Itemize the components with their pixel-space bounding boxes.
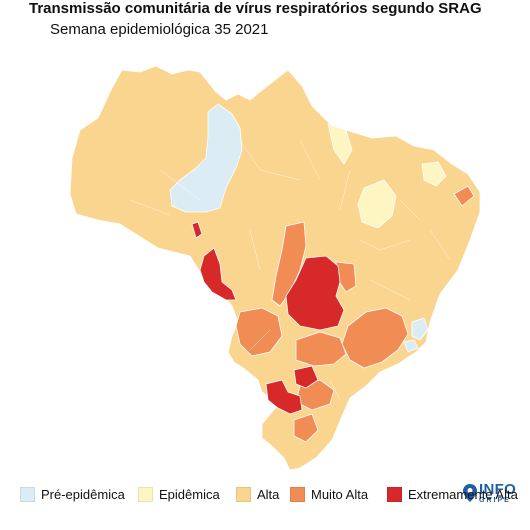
region-muito-alta-mt — [271, 221, 307, 307]
region-muito-alta-pe — [453, 185, 475, 207]
region-extremamente-alta-pr-west — [265, 379, 303, 415]
map-subtitle: Semana epidemiológica 35 2021 — [50, 21, 269, 38]
region-pre-epidemica-roraima — [169, 103, 243, 213]
region-epidemica-northeast — [421, 161, 447, 187]
region-extremamente-alta-ac — [199, 247, 237, 301]
region-pre-epidemica-es — [411, 317, 429, 341]
legend-label-extremamente-alta: Extremamente Alta — [408, 487, 518, 502]
region-muito-alta-ms — [235, 307, 283, 357]
region-epidemica-piaui — [357, 179, 397, 229]
map-pin-icon — [463, 484, 477, 502]
legend-label-alta: Alta — [257, 487, 280, 502]
region-muito-alta-rs — [293, 413, 319, 443]
legend-swatch-muito-alta — [290, 487, 305, 502]
brazil-choropleth-map — [69, 65, 481, 471]
region-alta-base — [69, 65, 481, 471]
logo-line2: GRIPE — [479, 497, 511, 504]
logo-line1: INFO — [479, 481, 517, 498]
region-epidemica-amapa — [327, 123, 353, 165]
region-boundaries — [129, 139, 451, 401]
legend-swatch-epidemica — [138, 487, 153, 502]
region-muito-alta-mg-sp — [341, 307, 409, 369]
legend-item-muito-alta: Muito Alta — [290, 487, 368, 502]
legend-swatch-extremamente-alta — [387, 487, 402, 502]
region-extremamente-alta-sp — [293, 365, 319, 389]
legend-item-pre-epidemica: Pré-epidêmica — [20, 487, 125, 502]
legend-label-epidemica: Epidêmica — [159, 487, 220, 502]
map-title: Transmissão comunitária de vírus respira… — [29, 0, 482, 17]
legend-swatch-pre-epidemica — [20, 487, 35, 502]
legend-swatch-alta — [236, 487, 251, 502]
region-muito-alta-pr — [295, 331, 347, 367]
legend-item-epidemica: Epidêmica — [138, 487, 220, 502]
legend-item-alta: Alta — [236, 487, 279, 502]
legend-label-pre-epidemica: Pré-epidêmica — [41, 487, 125, 502]
map-legend: Pré-epidêmica Epidêmica Alta Muito Alta … — [20, 487, 530, 507]
infogripe-logo: INFO GRIPE — [463, 482, 516, 504]
region-pre-epidemica-es-south — [403, 339, 419, 353]
legend-label-muito-alta: Muito Alta — [311, 487, 369, 502]
region-extremamente-alta-go — [285, 255, 345, 331]
legend-item-extremamente-alta: Extremamente Alta — [387, 487, 518, 502]
region-extremamente-alta-ro — [191, 221, 203, 239]
